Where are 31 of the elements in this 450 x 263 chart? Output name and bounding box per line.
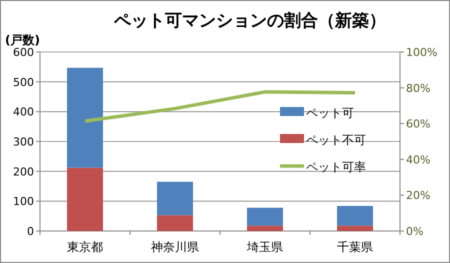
bar	[67, 68, 103, 168]
bar	[247, 208, 283, 226]
y2-tick-label: 60%	[406, 118, 430, 131]
y-tick-label: 500	[13, 76, 34, 89]
y2-tick-label: 20%	[406, 189, 430, 202]
legend-label: ペット不可	[306, 133, 366, 147]
y-tick-label: 400	[13, 106, 34, 119]
bar	[157, 215, 193, 231]
legend-label: ペット可率	[306, 160, 366, 174]
y2-tick-label: 100%	[406, 46, 438, 59]
bar	[67, 168, 103, 231]
y2-tick-label: 40%	[406, 153, 430, 166]
bar	[337, 206, 373, 226]
chart-title: ペット可マンションの割合（新築）	[113, 11, 386, 31]
y-tick-label: 100	[13, 195, 34, 208]
x-tick-label: 千葉県	[337, 240, 373, 254]
y-axis-title: (戸数)	[5, 33, 40, 47]
bar	[337, 226, 373, 231]
y-tick-label: 300	[13, 136, 34, 148]
line-series	[83, 90, 357, 123]
bar	[247, 226, 283, 231]
legend-label: ペット可	[306, 106, 354, 120]
bar	[157, 182, 193, 216]
y2-tick-label: 80%	[406, 82, 430, 95]
y-tick-label: 600	[13, 46, 34, 59]
y-tick-label: 0	[27, 225, 34, 238]
x-tick-label: 埼玉県	[246, 240, 283, 254]
y2-tick-label: 0%	[406, 225, 424, 238]
x-tick-label: 神奈川県	[151, 240, 199, 254]
y-tick-label: 200	[13, 165, 34, 178]
x-tick-label: 東京都	[67, 240, 103, 254]
